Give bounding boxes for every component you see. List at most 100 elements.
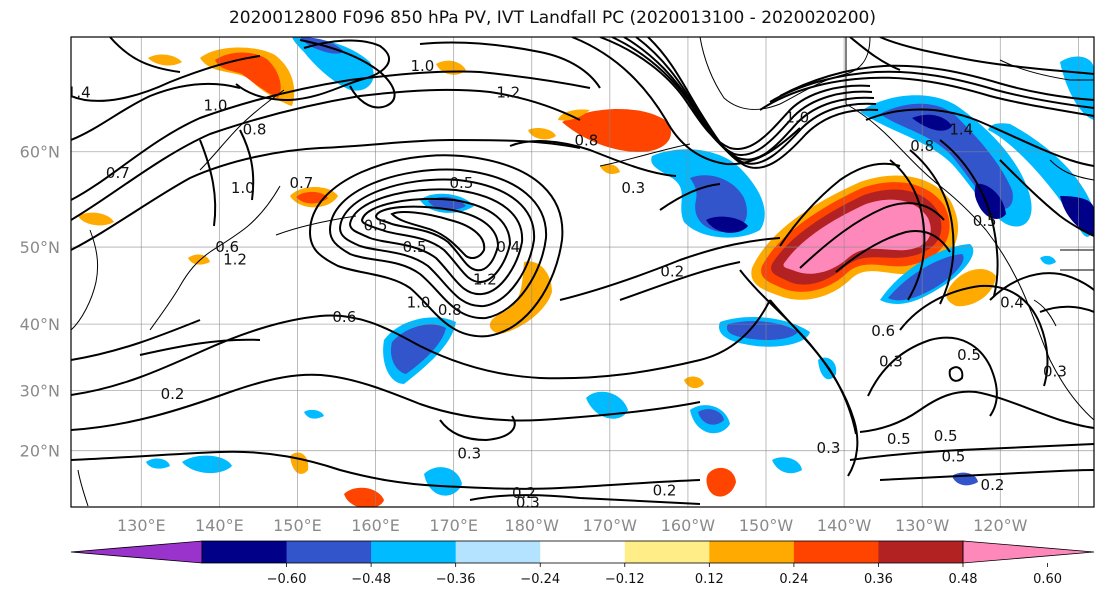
contour-line	[139, 338, 261, 356]
contour-label: 0.8	[243, 120, 267, 138]
shade-negative	[698, 409, 724, 425]
contour-label: 0.3	[817, 439, 841, 457]
lat-tick-label: 60°N	[20, 143, 60, 162]
contour-label: 0.6	[871, 322, 895, 340]
contour-label: 0.4	[496, 238, 520, 256]
shade-positive	[562, 108, 671, 152]
colorbar-extend-high	[962, 540, 1095, 564]
contour-value-labels: 1.0 0.8 1.0 1.2 0.8 0.5 0.3 1.0 0.7 0.5 0.5 0.4 1.2 1…	[71, 57, 1067, 507]
coastline	[199, 89, 285, 171]
contour-line	[71, 55, 261, 102]
coastline	[77, 469, 89, 507]
contour-label: 1.2	[496, 84, 520, 102]
colorbar-segment	[540, 541, 626, 563]
shade-positive	[78, 212, 114, 226]
lon-tick-label: 180°W	[505, 516, 560, 535]
pv-anomaly-shading	[78, 37, 1094, 507]
coastline	[149, 185, 281, 331]
lon-tick-label: 140°E	[195, 516, 244, 535]
contour-line	[999, 159, 1094, 237]
pv-contours	[71, 37, 1094, 505]
coastline	[1033, 299, 1057, 327]
colorbar-segment	[793, 541, 879, 563]
coastline	[1049, 159, 1094, 181]
shade-negative	[1060, 196, 1094, 236]
lon-tick-label: 130°W	[895, 516, 950, 535]
contour-line	[71, 88, 581, 221]
map-graticule	[71, 37, 1094, 507]
colorbar-tick-label: −0.36	[436, 572, 476, 587]
colorbar-tick-label: 0.36	[864, 572, 893, 587]
shade-positive	[528, 128, 556, 140]
contour-line	[439, 415, 516, 442]
contour-line	[71, 373, 701, 431]
contour-line	[939, 139, 999, 297]
colorbar-tick-label: −0.12	[605, 572, 645, 587]
contour-line	[867, 336, 998, 417]
shade-negative	[888, 254, 964, 301]
contour-line	[390, 211, 486, 259]
lat-tick-label: 20°N	[20, 442, 60, 461]
shade-negative	[880, 103, 1013, 210]
shade-negative	[772, 457, 802, 474]
lat-tick-label: 30°N	[20, 382, 60, 401]
colorbar-segment	[286, 541, 372, 563]
shade-positive	[783, 199, 931, 274]
contour-line	[338, 178, 536, 308]
contour-line	[109, 37, 181, 73]
coastline	[599, 143, 691, 167]
colorbar-segment	[709, 541, 795, 563]
colorbar-segment	[624, 541, 710, 563]
shade-positive	[489, 261, 552, 334]
colorbar-segment	[878, 541, 964, 563]
contour-line	[308, 154, 564, 338]
lon-tick-label: 150°W	[739, 516, 794, 535]
colorbar-segment	[202, 541, 288, 563]
colorbar-tick-label: 0.12	[695, 572, 724, 587]
coastlines	[71, 37, 1094, 507]
contour-line	[71, 299, 771, 396]
contour-line	[328, 168, 548, 320]
contour-line	[235, 39, 391, 102]
contour-label: 0.2	[512, 484, 536, 502]
contour-label: 0.5	[973, 212, 997, 230]
shade-positive	[215, 52, 281, 98]
contour-line	[865, 108, 1094, 167]
coastline	[275, 215, 357, 236]
contour-label: 0.5	[942, 447, 966, 465]
latitude-ticks: 60°N 50°N 40°N 30°N 20°N	[20, 143, 60, 461]
map-frame	[70, 36, 1095, 508]
contour-label: 1.0	[231, 179, 255, 197]
contour-line	[769, 299, 857, 435]
contour-line	[889, 159, 926, 301]
colorbar-tick-label: −0.60	[267, 572, 307, 587]
shade-positive	[706, 467, 736, 497]
contour-label: 0.8	[438, 301, 462, 319]
colorbar-segment	[455, 541, 541, 563]
contour-label: 1.0	[204, 96, 228, 114]
contour-line	[239, 129, 255, 201]
longitude-ticks: 130°E 140°E 150°E 160°E 170°E 180°W 170°W 160°W…	[117, 516, 1028, 535]
colorbar-extend-low	[70, 540, 203, 564]
contour-line	[559, 237, 781, 301]
contour-label: 0.2	[653, 481, 677, 499]
contour-line	[1039, 305, 1094, 313]
contour-line	[199, 139, 217, 227]
contour-line	[849, 37, 901, 71]
contour-label: 0.5	[450, 174, 474, 192]
shade-positive	[148, 54, 182, 66]
contour-line	[799, 202, 945, 269]
contour-line	[779, 162, 901, 247]
contour-line	[348, 188, 524, 296]
colorbar-tick-label: −0.24	[520, 572, 560, 587]
map-plot-area: 1.0 0.8 1.0 1.2 0.8 0.5 0.3 1.0 0.7 0.5 0.5 0.4 1.2 1…	[71, 37, 1094, 507]
contour-label: 0.3	[457, 445, 481, 463]
colorbar-tick-label: 0.60	[1033, 572, 1062, 587]
shade-positive	[344, 487, 384, 507]
lon-tick-label: 170°E	[429, 516, 478, 535]
map-title: 2020012800 F096 850 hPa PV, IVT Landfall…	[228, 8, 876, 28]
contour-line	[71, 450, 701, 490]
contour-label: 0.5	[934, 427, 958, 445]
coastline	[699, 37, 871, 110]
